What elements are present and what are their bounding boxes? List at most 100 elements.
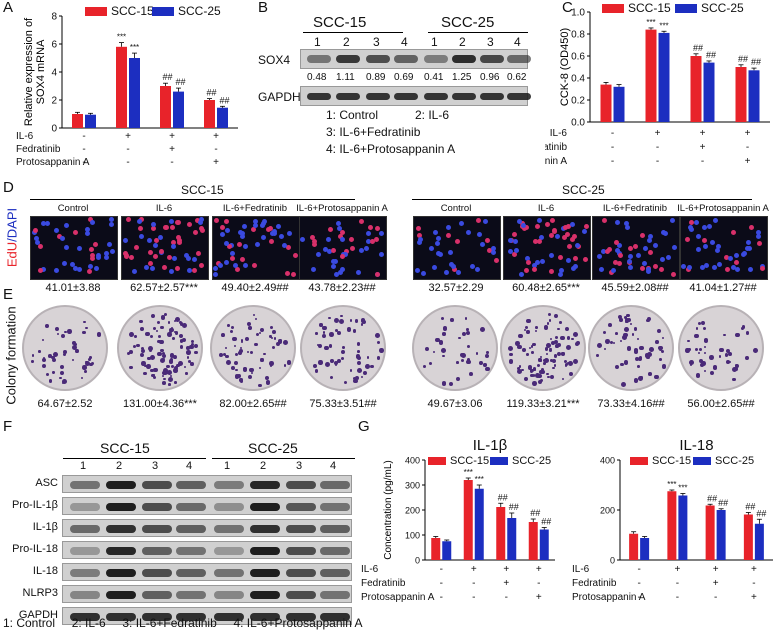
panel-d-value: 49.40±2.49## (221, 282, 289, 294)
blot-band (307, 55, 331, 63)
blot-band (106, 613, 136, 621)
significance-mark: ## (541, 517, 551, 527)
blot-b-quant-value: 0.69 (394, 72, 414, 83)
blot-band (214, 547, 244, 555)
chart-a: 0 2 4 6 8 Relative expression ofSOX4 mRNA - - - *… (16, 4, 238, 168)
panel-d-condition-label: IL-6+Fedratinib (222, 203, 288, 214)
bar-SCC-15-2 (116, 46, 127, 128)
treat-mark-il6: + (655, 128, 661, 139)
legend-label-s1: SCC-15 (450, 455, 489, 467)
bar-SCC-25-1 (85, 114, 96, 128)
blot-band (70, 547, 100, 555)
blot-b-lane-number: 4 (514, 35, 521, 49)
blot-band (452, 93, 476, 100)
blot-band (307, 93, 331, 100)
treat-mark-il6: - (611, 128, 614, 139)
bar-SCC-25-2 (474, 488, 484, 560)
treat-mark-il6: + (751, 564, 757, 575)
bar-SCC-25-3 (703, 62, 715, 122)
legend-swatch-s2 (152, 7, 174, 16)
blot-band (142, 569, 172, 577)
y-axis-label: CCK-8 (OD450) (559, 28, 571, 106)
blot-b-group-1: SCC-15 (313, 14, 367, 31)
treat-mark-il6: + (536, 564, 542, 575)
blot-f-lane-number: 4 (186, 460, 193, 472)
blot-band (480, 55, 504, 63)
legend-label-s2: SCC-25 (715, 455, 754, 467)
treat-mark-pro: + (536, 592, 542, 603)
treat-mark-fed: - (746, 142, 749, 153)
y-tick-label: 1.0 (571, 8, 585, 19)
significance-mark: ## (162, 72, 172, 82)
y-tick-label: 0.8 (571, 30, 585, 41)
treat-label-il6: IL-6 (16, 131, 34, 142)
panel-d-condition-label: IL-6+Protosappanin A (677, 203, 769, 214)
treat-mark-pro: - (656, 156, 659, 167)
significance-mark: *** (659, 21, 668, 30)
blot-f-lane-number: 3 (152, 460, 159, 472)
significance-mark: *** (678, 484, 687, 493)
treat-mark-il6: + (213, 131, 219, 142)
treat-mark-pro: - (505, 592, 508, 603)
edu-dapi-micrograph (299, 216, 387, 280)
blot-b-lane-number: 3 (487, 35, 494, 49)
blot-f-row-label: IL-1β (32, 521, 58, 533)
blot-f-row-label: ASC (35, 477, 58, 489)
blot-b-lane-number: 1 (314, 35, 321, 49)
bar-SCC-25-4 (217, 107, 228, 128)
blot-band (70, 569, 100, 577)
blot-band (176, 503, 206, 511)
treat-mark-fed: - (214, 144, 217, 155)
treat-mark-fed: - (537, 578, 540, 589)
y-axis-label: Relative expression ofSOX4 mRNA (23, 17, 47, 126)
blot-b-quant-value: 0.89 (366, 72, 386, 83)
blot-f-row-label: Pro-IL-1β (11, 499, 58, 511)
panel-label-a: A (3, 0, 14, 16)
blot-b-key-3: 3: IL-6+Fedratinib (326, 125, 421, 139)
significance-mark: ## (530, 508, 540, 518)
panel-d-group-2: SCC-25 (562, 183, 605, 197)
blot-band (142, 481, 172, 489)
panel-f-blot: SCC-15 SCC-25 1 2 3 4 1 2 3 4 ASC Pro-IL-1β IL-1β… (0, 430, 363, 630)
blot-band (214, 503, 244, 511)
blot-f-lane-number: 1 (224, 460, 231, 472)
blot-band (507, 55, 531, 63)
panel-e-side-label: Colony formation (2, 300, 19, 410)
y-tick-label: 0 (610, 556, 615, 566)
treat-mark-pro: - (170, 157, 173, 168)
blot-b-key-2: 2: IL-6 (415, 108, 450, 122)
blot-band (250, 503, 280, 511)
significance-mark: ## (509, 502, 519, 512)
bar-SCC-15-3 (705, 505, 715, 560)
blot-band (106, 591, 136, 599)
blot-b-group-2: SCC-25 (441, 14, 495, 31)
bar-SCC-15-1 (72, 114, 83, 128)
blot-b-quant-value: 0.62 (507, 72, 527, 83)
blot-b-sox4-strip (300, 49, 531, 69)
blot-f-row-label: GAPDH (18, 609, 58, 621)
legend-swatch-s2 (693, 457, 711, 465)
treat-mark-il6: + (745, 128, 751, 139)
bar-SCC-25-1 (442, 541, 452, 560)
bar-SCC-25-4 (539, 529, 549, 560)
significance-mark: ## (206, 88, 216, 98)
blot-band (394, 93, 418, 100)
blot-band (286, 481, 316, 489)
bar-SCC-15-3 (690, 56, 702, 122)
treat-mark-fed: + (700, 142, 706, 153)
panel-e-value: 119.33±3.21*** (506, 398, 580, 410)
treat-label-fed: Fedratinib (545, 142, 567, 153)
blot-band (106, 547, 136, 555)
panel-d-value: 62.57±2.57*** (130, 282, 198, 294)
panel-e-value: 82.00±2.65## (219, 398, 287, 410)
blot-b-lane-number: 2 (343, 35, 350, 49)
blot-band (142, 591, 172, 599)
panel-e-value: 49.67±3.06 (427, 398, 483, 410)
legend-swatch-s1 (428, 457, 446, 465)
significance-mark: *** (646, 18, 655, 27)
bar-SCC-15-4 (528, 522, 538, 560)
blot-f-key: 1: Control 2: IL-6 3: IL-6+Fedratinib 4:… (3, 616, 363, 630)
blot-b-quant-value: 1.25 (452, 72, 472, 83)
